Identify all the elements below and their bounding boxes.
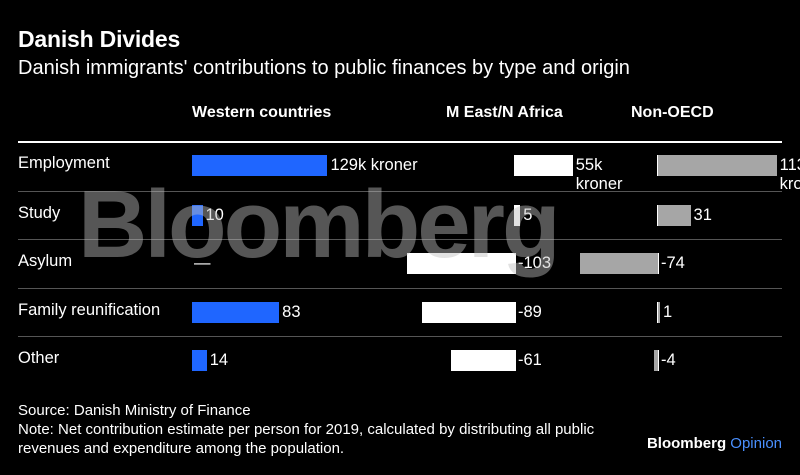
- column-header-0: Western countries: [192, 104, 332, 121]
- row-divider: [18, 191, 782, 192]
- row-divider: [18, 336, 782, 337]
- column-header-1: M East/N Africa: [446, 104, 563, 121]
- zero-line: [657, 253, 659, 274]
- bar: [580, 253, 658, 274]
- chart-title: Danish Divides: [18, 26, 181, 52]
- zero-line: [657, 350, 659, 371]
- bar: [406, 253, 515, 274]
- brand-suffix: Opinion: [730, 435, 782, 452]
- row-label: Other: [18, 349, 60, 367]
- bar: [658, 155, 777, 176]
- chart-subtitle: Danish immigrants' contributions to publ…: [18, 57, 630, 79]
- bar: [515, 155, 573, 176]
- bar: [192, 155, 328, 176]
- bar: [192, 302, 280, 323]
- row-label: Family reunification: [18, 301, 161, 319]
- data-label: -74: [661, 254, 685, 272]
- brand-name: Bloomberg: [646, 435, 727, 452]
- data-label: 83: [282, 303, 301, 321]
- data-label: 55k kroner: [575, 156, 623, 193]
- data-label: 1: [663, 303, 673, 321]
- bar: [515, 205, 521, 226]
- header-rule: [18, 141, 782, 143]
- bar: [192, 205, 203, 226]
- bar: [450, 350, 515, 371]
- data-label: 5: [523, 206, 533, 224]
- row-label: Asylum: [18, 252, 73, 270]
- bar: [653, 350, 658, 371]
- data-label: —: [194, 254, 211, 272]
- data-label: -61: [518, 351, 542, 369]
- column-header-2: Non-OECD: [631, 104, 714, 121]
- data-label: 14: [209, 351, 229, 369]
- data-label: -103: [518, 254, 552, 272]
- bar: [192, 350, 207, 371]
- source-note: Source: Danish Ministry of Finance: [18, 402, 251, 419]
- zero-line: [514, 302, 516, 323]
- data-label: -4: [661, 351, 676, 369]
- data-label: 113k kroner: [779, 156, 800, 193]
- bloomberg-opinion-logo: Bloomberg Opinion: [647, 435, 782, 452]
- data-label: -89: [518, 303, 542, 321]
- zero-line: [514, 253, 516, 274]
- row-divider: [18, 239, 782, 240]
- data-label: 129k kroner: [330, 156, 418, 174]
- row-label: Study: [18, 204, 61, 222]
- method-note: Note: Net contribution estimate per pers…: [18, 421, 595, 457]
- data-label: 10: [205, 206, 224, 224]
- zero-line: [514, 350, 516, 371]
- row-divider: [18, 288, 782, 289]
- data-label: 31: [693, 206, 712, 224]
- bar: [421, 302, 515, 323]
- row-label: Employment: [18, 154, 110, 172]
- bar: [658, 302, 660, 323]
- bar: [658, 205, 691, 226]
